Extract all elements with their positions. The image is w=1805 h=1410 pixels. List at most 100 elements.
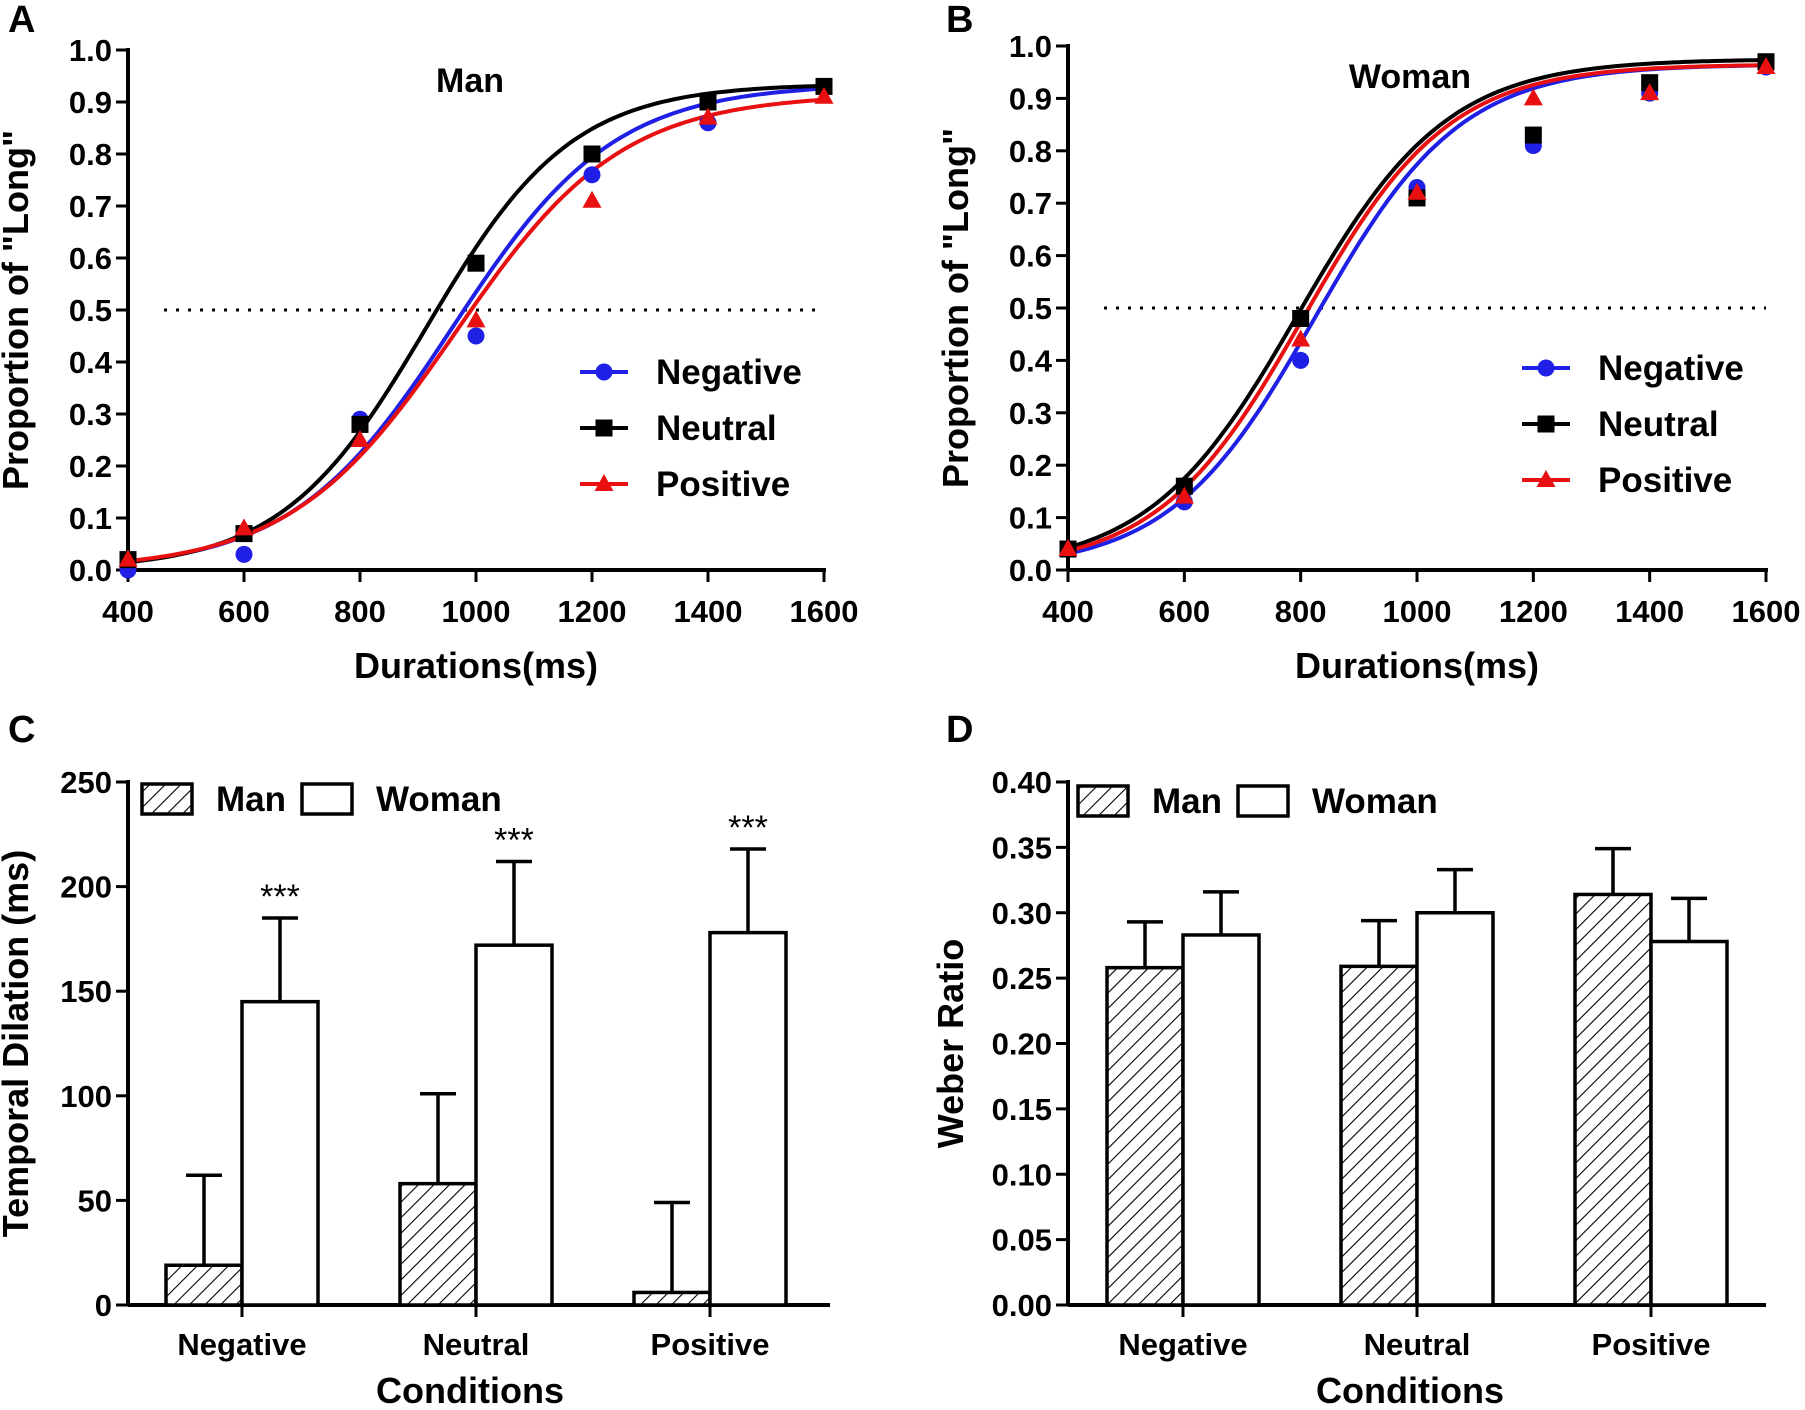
legend-label-man: Man: [216, 780, 286, 819]
y-tick-label: 0.30: [992, 896, 1052, 931]
x-tick-label: 1000: [1383, 594, 1452, 629]
x-tick-label: 1400: [1615, 594, 1684, 629]
legend-label-neutral: Neutral: [656, 409, 777, 448]
y-tick-label: 0.3: [69, 397, 112, 432]
y-tick-label: 0.15: [992, 1092, 1052, 1127]
x-axis-title: Durations(ms): [1295, 645, 1539, 686]
data-point-negative: [467, 327, 485, 345]
bar-man-negative: [1105, 965, 1185, 1307]
y-tick-label: 0.0: [69, 553, 112, 588]
y-tick-label: 0.8: [1009, 134, 1052, 169]
legend-marker-positive: [594, 474, 614, 491]
significance-marker: ***: [494, 821, 534, 859]
y-tick-label: 0.5: [69, 293, 112, 328]
legend-swatch-woman: [1236, 784, 1290, 818]
data-point-positive: [1756, 56, 1776, 74]
y-tick-label: 250: [60, 765, 112, 800]
y-axis-title: Temporal Dilation (ms): [0, 850, 36, 1237]
panel-label-c: C: [8, 709, 35, 751]
panel-label-b: B: [946, 0, 973, 41]
x-tick-label: Neutral: [423, 1327, 530, 1362]
bar-woman-positive: [1649, 939, 1729, 1307]
y-tick-label: 0.10: [992, 1157, 1052, 1192]
x-axis-title: Durations(ms): [354, 645, 598, 686]
y-tick-label: 150: [60, 974, 112, 1009]
x-tick-label: 800: [1275, 594, 1327, 629]
x-tick-label: 600: [1158, 594, 1210, 629]
bar-woman-negative: [240, 999, 320, 1307]
data-point-positive: [1523, 88, 1543, 106]
x-tick-label: 800: [334, 594, 386, 629]
legend-label-positive: Positive: [1598, 461, 1732, 500]
x-tick-label: Positive: [1592, 1327, 1711, 1362]
x-tick-label: 1600: [790, 594, 859, 629]
data-point-positive: [814, 86, 834, 104]
legend-label-neutral: Neutral: [1598, 405, 1719, 444]
y-tick-label: 0.8: [69, 137, 112, 172]
bar-man-positive: [1573, 892, 1653, 1307]
x-tick-label: 1000: [442, 594, 511, 629]
y-tick-label: 0.9: [1009, 81, 1052, 116]
y-tick-label: 0.1: [69, 501, 112, 536]
data-point-positive: [234, 518, 254, 536]
y-tick-label: 0.0: [1009, 553, 1052, 588]
chart-title: Man: [436, 62, 504, 100]
data-point-positive: [582, 190, 602, 208]
y-tick-label: 0: [95, 1288, 112, 1323]
panel-label-d: D: [946, 709, 973, 751]
legend-swatch-man: [1076, 784, 1130, 818]
y-tick-label: 200: [60, 870, 112, 905]
bar-man-neutral: [1339, 964, 1419, 1307]
data-point-neutral: [1524, 126, 1542, 144]
x-axis-title: Conditions: [1316, 1370, 1504, 1410]
legend-label-woman: Woman: [376, 780, 502, 819]
panel-label-a: A: [8, 0, 35, 41]
legend-marker-positive: [1536, 470, 1556, 487]
bar-man-negative: [164, 1263, 244, 1307]
legend-marker-negative: [595, 363, 613, 381]
data-point-negative: [235, 545, 253, 563]
y-tick-label: 50: [78, 1183, 112, 1218]
panel-c-chart: 0 50 100 150 200 250 Temporal Dilation (ms) Con…: [0, 765, 830, 1410]
y-tick-label: 0.6: [69, 241, 112, 276]
legend-swatch-woman: [300, 782, 354, 816]
y-tick-label: 1.0: [1009, 29, 1052, 64]
y-tick-label: 0.7: [69, 189, 112, 224]
y-tick-label: 0.1: [1009, 501, 1052, 536]
data-point-positive: [1291, 329, 1311, 347]
y-axis-title: Proportion of "Long": [935, 128, 976, 488]
data-point-positive: [1407, 182, 1427, 200]
y-tick-label: 0.3: [1009, 396, 1052, 431]
y-tick-label: 0.6: [1009, 239, 1052, 274]
x-tick-label: 600: [218, 594, 270, 629]
legend-label-woman: Woman: [1312, 782, 1438, 821]
x-axis-title: Conditions: [376, 1370, 564, 1410]
significance-marker: ***: [260, 878, 300, 916]
panel-b-chart: 0.0 0.1 0.2 0.3 0.4 0.5 0.6 0.7 0.8 0.9 1.0 400 600 8…: [935, 29, 1800, 686]
x-tick-label: 400: [1042, 594, 1094, 629]
y-tick-label: 0.05: [992, 1223, 1052, 1258]
data-point-positive: [118, 549, 138, 567]
legend-label-man: Man: [1152, 782, 1222, 821]
y-axis-title: Proportion of "Long": [0, 130, 36, 490]
legend-marker-negative: [1537, 359, 1555, 377]
y-tick-label: 0.9: [69, 85, 112, 120]
bar-woman-neutral: [474, 943, 554, 1307]
bar-woman-negative: [1181, 933, 1261, 1307]
significance-marker: ***: [728, 809, 768, 847]
legend-label-negative: Negative: [656, 353, 802, 392]
data-point-neutral: [1175, 477, 1193, 495]
x-tick-label: 1600: [1732, 594, 1801, 629]
y-tick-label: 0.4: [69, 345, 113, 380]
x-tick-label: Neutral: [1364, 1327, 1471, 1362]
data-point-neutral: [699, 93, 717, 111]
data-point-negative: [583, 166, 601, 184]
x-tick-label: 1200: [1499, 594, 1568, 629]
x-tick-label: 1400: [674, 594, 743, 629]
y-tick-label: 100: [60, 1079, 112, 1114]
y-tick-label: 0.5: [1009, 291, 1052, 326]
x-tick-label: Negative: [1118, 1327, 1247, 1362]
data-point-neutral: [467, 254, 485, 272]
data-point-neutral: [815, 77, 833, 95]
